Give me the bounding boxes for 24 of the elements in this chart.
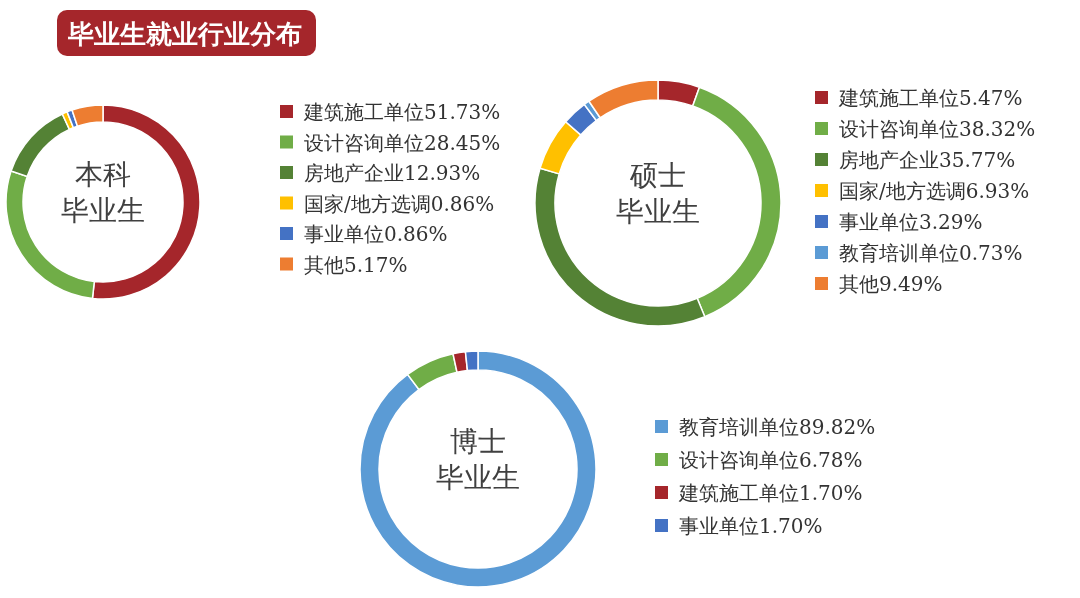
legend-label: 设计咨询单位28.45%	[304, 130, 501, 155]
legend-label: 其他5.17%	[304, 252, 408, 277]
text: 硕士	[629, 159, 686, 192]
legend-label: 设计咨询单位6.78%	[679, 448, 863, 472]
legend-label: 其他9.49%	[839, 272, 943, 296]
legend-label: 教育培训单位0.73%	[839, 241, 1023, 265]
text: 毕业生	[616, 195, 700, 228]
legend-label: 国家/地方选调0.86%	[304, 191, 495, 216]
legend-label: 房地产企业12.93%	[304, 161, 481, 185]
legend-label: 建筑施工单位1.70%	[678, 481, 863, 505]
legend-label: 房地产企业35.77%	[839, 148, 1016, 172]
legend-label: 设计咨询单位38.32%	[839, 117, 1036, 141]
legend-label: 事业单位0.86%	[304, 222, 448, 246]
legend-label: 教育培训单位89.82%	[679, 415, 876, 439]
legend-label: 建筑施工单位51.73%	[303, 100, 501, 124]
text: 毕业生	[61, 194, 145, 227]
text: 本科	[75, 158, 131, 191]
legend-label: 事业单位3.29%	[839, 210, 983, 234]
legend-label: 建筑施工单位5.47%	[838, 86, 1023, 110]
legend-label: 事业单位1.70%	[679, 514, 823, 538]
chart-title: 毕业生就业行业分布	[67, 19, 302, 49]
text: 毕业生	[436, 461, 520, 494]
legend-label: 国家/地方选调6.93%	[839, 179, 1030, 203]
text: 博士	[450, 425, 506, 458]
